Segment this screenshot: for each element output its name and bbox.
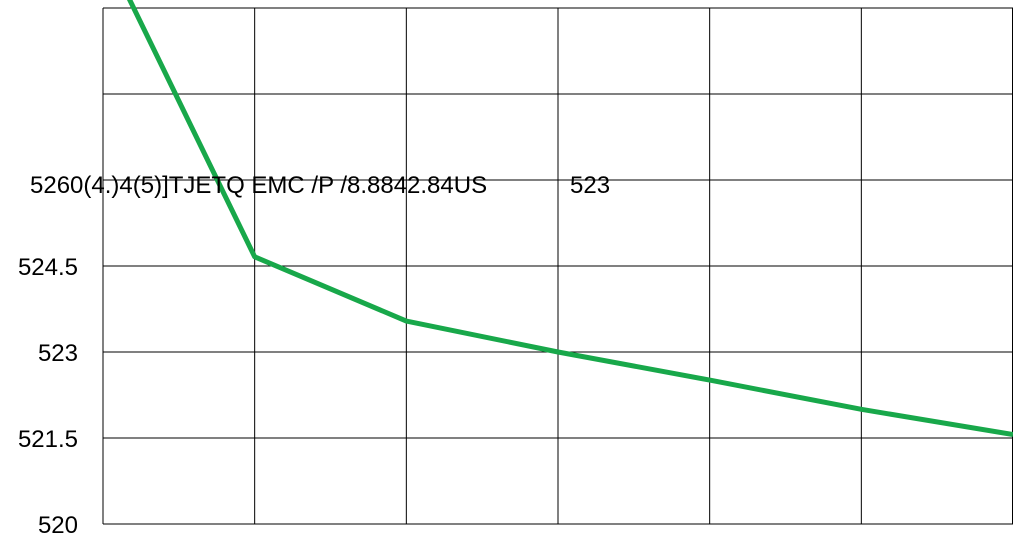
y-axis-tick-labels: 520 521.5 523 524.5 [18, 254, 78, 539]
series-layer [126, 0, 1013, 438]
y-tick-label: 520 [38, 512, 78, 539]
garbled-overlay-text: 5260(4.)4(5)]TJETQ EMC /P /8.8842.84US [30, 172, 487, 199]
y-tick-label: 521.5 [18, 426, 78, 453]
horizontal-gridlines [103, 7, 1013, 525]
garbled-label-group: 5260(4.)4(5)]TJETQ EMC /P /8.8842.84US 5… [30, 172, 610, 199]
y-tick-label: 523 [38, 340, 78, 367]
garbled-overlay-value: 523 [570, 172, 610, 199]
series-line [126, 0, 1013, 438]
y-tick-label: 524.5 [18, 254, 78, 281]
